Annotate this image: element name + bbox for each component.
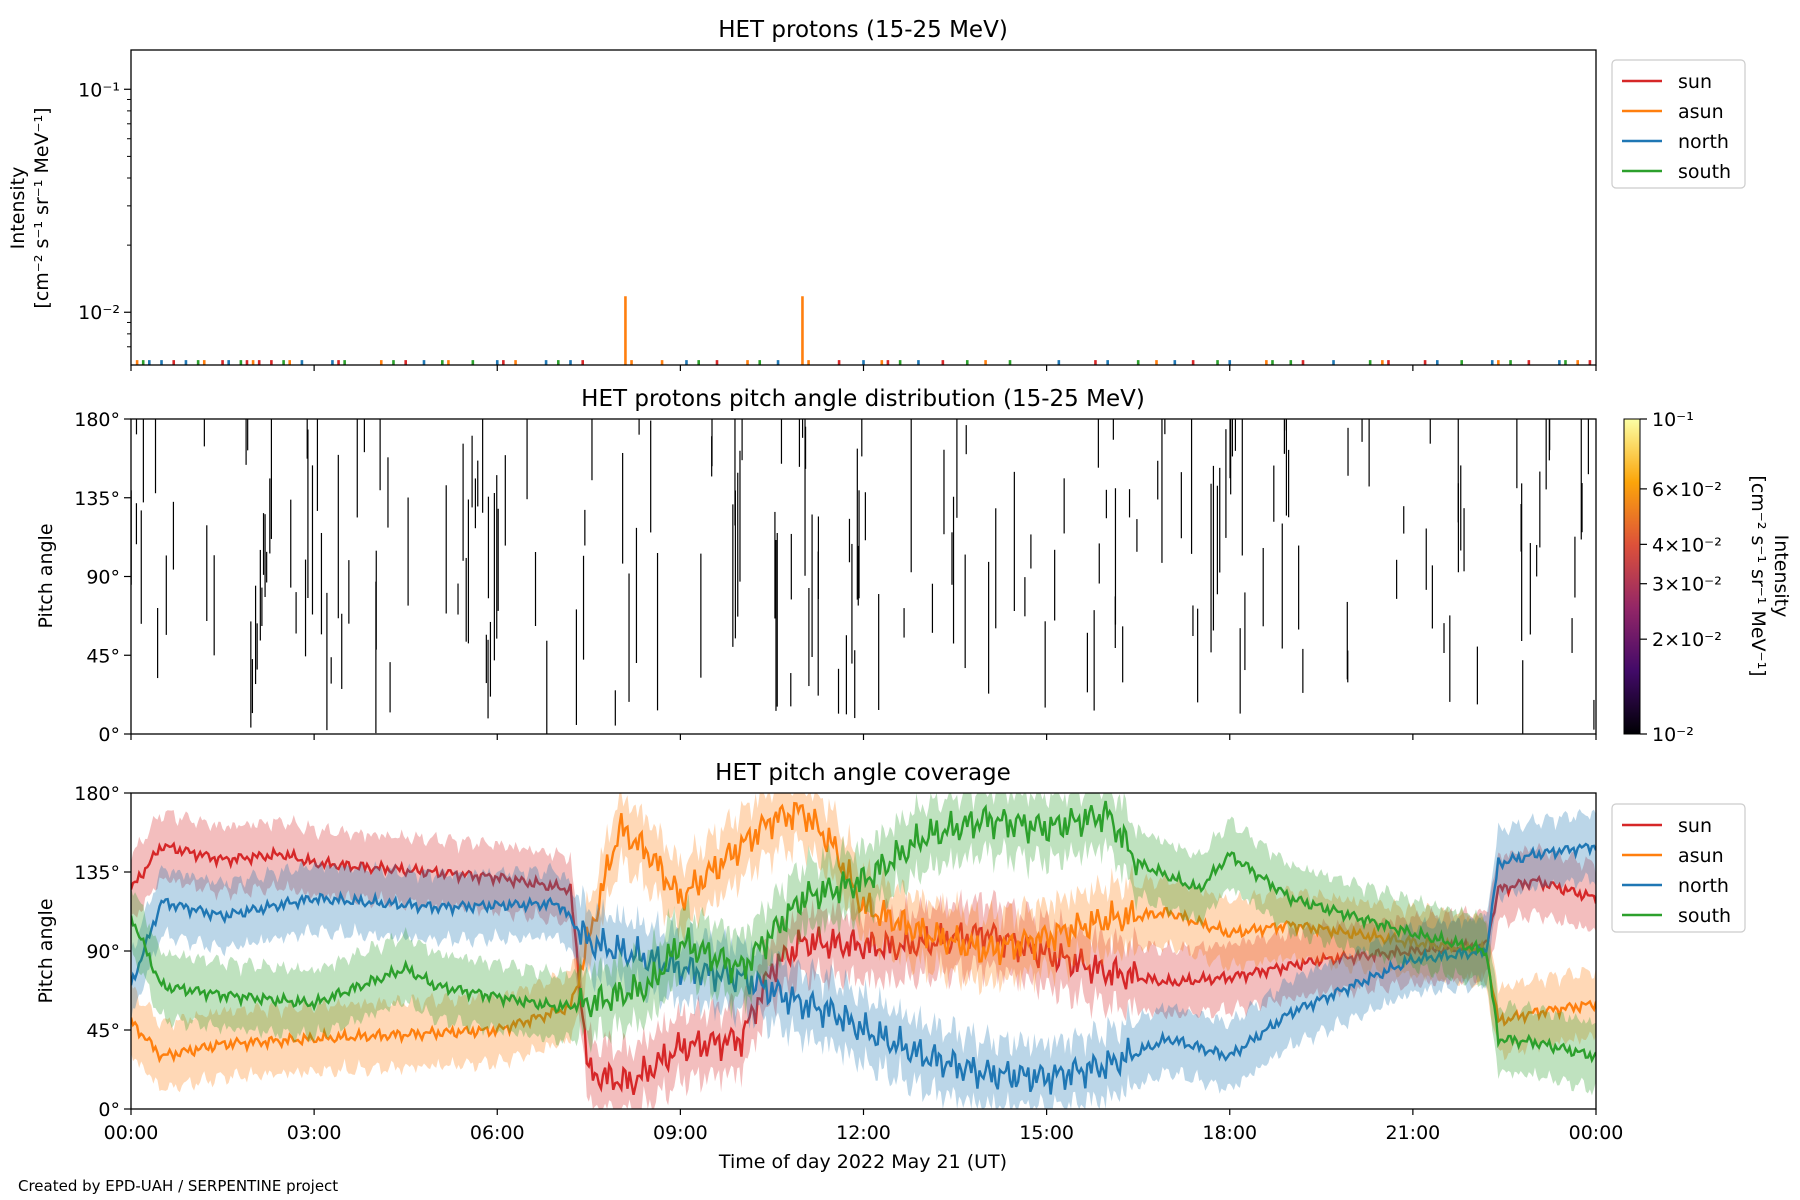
panel1-yticks: 10⁻¹ 10⁻² [78, 79, 131, 348]
panel2-title: HET protons pitch angle distribution (15… [581, 386, 1145, 412]
y-tick-label: 45° [86, 1020, 120, 1042]
colorbar-tick-label: 4×10⁻² [1652, 534, 1722, 556]
y-tick-label: 10⁻¹ [78, 79, 120, 101]
coverage-line-south [131, 800, 1596, 1064]
x-tick-label: 21:00 [1385, 1122, 1440, 1144]
y-tick-label: 0° [98, 724, 120, 746]
panel2-data [131, 419, 1595, 734]
panel-pad: HET protons pitch angle distribution (15… [35, 386, 1792, 746]
legend-label-south: south [1678, 161, 1731, 183]
panel-coverage: HET pitch angle coverage 0° 45° 90° 135° 180… [35, 760, 1746, 1144]
x-tick-label: 03:00 [287, 1122, 342, 1144]
panel-intensity: HET protons (15-25 MeV) 10⁻¹ 10⁻² Intensi… [7, 17, 1746, 371]
panel3-title: HET pitch angle coverage [715, 760, 1011, 786]
panel2-ylabel: Pitch angle [35, 523, 57, 628]
colorbar: 10⁻¹ 6×10⁻² 4×10⁻² 3×10⁻² 2×10⁻² 10⁻² Intensi… [1623, 409, 1792, 746]
panel1-frame [130, 49, 1597, 366]
panel2-frame [130, 418, 1597, 735]
colorbar-label-line2: [cm⁻² s⁻¹ sr⁻¹ MeV⁻¹] [1747, 475, 1769, 676]
y-tick-label: 90° [86, 567, 120, 589]
legend-box [1611, 803, 1746, 933]
colorbar-tick-label: 10⁻² [1652, 724, 1694, 746]
panel2-yticks: 0° 45° 90° 135° 180° [74, 409, 131, 746]
legend-label-asun: asun [1678, 101, 1724, 123]
y-tick-label: 90° [86, 941, 120, 963]
x-tick-label: 15:00 [1019, 1122, 1074, 1144]
colorbar-ticks: 10⁻¹ 6×10⁻² 4×10⁻² 3×10⁻² 2×10⁻² 10⁻² [1640, 409, 1722, 746]
legend-label-sun: sun [1678, 71, 1712, 93]
x-axis-label: Time of day 2022 May 21 (UT) [718, 1151, 1007, 1173]
y-tick-label: 135° [74, 488, 120, 510]
colorbar-tick-label: 10⁻¹ [1652, 409, 1694, 431]
panel1-ylabel-line2: [cm⁻² s⁻¹ sr⁻¹ MeV⁻¹] [31, 107, 53, 308]
colorbar-tick-label: 2×10⁻² [1652, 629, 1722, 651]
y-tick-label: 180° [74, 409, 120, 431]
legend-label-north: north [1678, 875, 1729, 897]
panel1-data [135, 296, 1592, 365]
x-tick-label: 12:00 [836, 1122, 891, 1144]
coverage-band-asun [131, 793, 1596, 1093]
y-tick-label: 45° [86, 645, 120, 667]
panel3-legend: sun asun north south [1611, 803, 1746, 933]
coverage-line-sun [131, 841, 1596, 1095]
coverage-band-south [131, 793, 1596, 1096]
panel3-yticks: 0° 45° 90° 135° 180° [74, 783, 131, 1121]
coverage-band-north [131, 809, 1596, 1109]
y-tick-label: 180° [74, 783, 120, 805]
legend-label-north: north [1678, 131, 1729, 153]
panel3-xticks: 00:00 03:00 06:00 09:00 12:00 15:00 18:00 21:00… [104, 1109, 1624, 1144]
panel1-legend: sun asun north south [1611, 59, 1746, 189]
y-tick-label: 0° [98, 1099, 120, 1121]
panel3-ylabel: Pitch angle [35, 898, 57, 1003]
coverage-line-north [131, 842, 1596, 1095]
colorbar-gradient [1623, 418, 1641, 735]
legend-label-sun: sun [1678, 815, 1712, 837]
panel1-ylabel-line1: Intensity [7, 167, 29, 250]
colorbar-tick-label: 6×10⁻² [1652, 479, 1722, 501]
legend-box [1611, 59, 1746, 189]
x-tick-label: 09:00 [653, 1122, 708, 1144]
colorbar-tick-label: 3×10⁻² [1652, 574, 1722, 596]
panel1-title: HET protons (15-25 MeV) [718, 17, 1008, 43]
y-tick-label: 135° [74, 862, 120, 884]
x-tick-label: 06:00 [470, 1122, 525, 1144]
panel3-data [131, 793, 1596, 1109]
legend-label-asun: asun [1678, 845, 1724, 867]
coverage-line-asun [131, 801, 1596, 1064]
panel1-xticks [130, 365, 1597, 371]
footer-credit: Created by EPD-UAH / SERPENTINE project [18, 1177, 338, 1195]
legend-label-south: south [1678, 905, 1731, 927]
panel2-xticks [130, 734, 1597, 740]
colorbar-label-line1: Intensity [1770, 535, 1792, 618]
coverage-band-sun [131, 810, 1596, 1109]
y-tick-label: 10⁻² [78, 302, 120, 324]
x-tick-label: 18:00 [1202, 1122, 1257, 1144]
x-tick-label: 00:00 [1569, 1122, 1624, 1144]
x-tick-label: 00:00 [104, 1122, 159, 1144]
